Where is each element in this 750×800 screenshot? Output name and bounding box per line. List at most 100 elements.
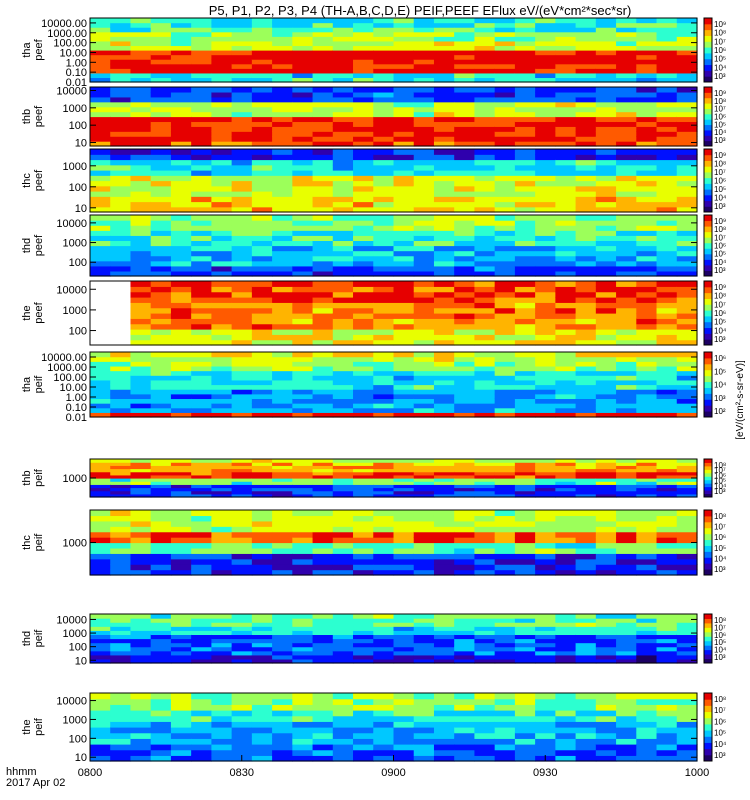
heatmap-cell [332,569,354,576]
heatmap-cell [110,379,132,386]
heatmap-cell [535,658,556,664]
heatmap-cell [636,141,658,147]
heatmap-cell [272,201,293,208]
colorbar-step [704,97,712,104]
heatmap-cell [150,487,172,492]
heatmap-cell [595,459,617,463]
heatmap-cell [110,352,132,358]
heatmap-cell [373,302,395,309]
heatmap-cell [150,180,172,187]
heatmap-cell [454,77,476,83]
heatmap-cell [413,468,435,473]
heatmap-cell [211,175,233,182]
heatmap-cell [292,170,314,176]
heatmap-cell [454,106,476,113]
heatmap-cell [575,260,597,267]
heatmap-cell [555,361,577,367]
heatmap-cell [191,286,212,293]
heatmap-cell [535,384,556,390]
colorbar-step [704,154,712,161]
heatmap-cell [454,490,476,495]
heatmap-cell [211,412,233,418]
colorbar-frame [703,214,713,277]
heatmap-cell [474,638,496,644]
heatmap-cell [676,329,698,335]
heatmap-cell [433,465,455,470]
heatmap-cell [90,407,111,413]
heatmap-cell [191,558,212,565]
heatmap-cell [494,235,516,242]
heatmap-cell [575,478,597,482]
heatmap-cell [272,721,293,728]
heatmap-cell [474,515,496,522]
heatmap-cell [656,407,678,413]
heatmap-cell [191,481,212,485]
heatmap-cell [454,149,476,155]
heatmap-cell [413,131,435,137]
heatmap-cell [393,31,415,37]
heatmap-cell [555,329,577,335]
heatmap-cell [393,260,415,267]
heatmap-cell [272,164,293,171]
heatmap-cell [514,175,536,182]
colorbar-tick-label: 10⁶ [714,471,726,480]
heatmap-cell [272,403,293,409]
heatmap-cell [656,291,678,298]
heatmap-cell [231,201,253,208]
heatmap-cell [170,558,192,565]
heatmap-cell [231,250,253,257]
heatmap-cell [90,159,111,166]
heatmap-cell [272,510,293,517]
colorbar-frame [703,86,713,147]
heatmap-cell [474,537,496,544]
heatmap-cell [170,412,192,418]
heatmap-cell [130,403,152,409]
heatmap-cell [373,339,395,346]
heatmap-cell [110,646,132,652]
heatmap-cell [150,698,172,705]
heatmap-cell [514,36,536,42]
heatmap-cell [656,334,678,341]
heatmap-cell [454,36,476,42]
heatmap-cell [251,101,273,108]
heatmap-cell [535,18,556,24]
heatmap-cell [373,63,395,69]
heatmap-cell [454,255,476,262]
heatmap-cell [353,77,374,83]
heatmap-cell [130,240,152,247]
heatmap-cell [292,744,314,751]
heatmap-cell [110,106,132,113]
heatmap-cell [595,121,617,127]
heatmap-cell [555,191,577,197]
heatmap-cell [110,618,132,623]
heatmap-cell [90,63,111,69]
heatmap-cell [595,520,617,527]
heatmap-cell [514,393,536,400]
heatmap-cell [110,215,132,221]
heatmap-cell [555,721,577,728]
heatmap-cell [413,370,435,376]
heatmap-cell [393,352,415,358]
heatmap-cell [332,465,354,470]
panel-probe-label: tha [21,376,33,392]
heatmap-cell [231,121,253,127]
heatmap-cell [170,693,192,700]
heatmap-cell [595,220,617,226]
heatmap-cell [454,744,476,751]
heatmap-cell [231,721,253,728]
heatmap-cell [514,111,536,118]
heatmap-cell [231,255,253,262]
heatmap-cell [170,154,192,161]
heatmap-cell [413,36,435,42]
heatmap-cell [90,318,111,325]
heatmap-cell [535,520,556,527]
heatmap-cell [514,749,536,756]
heatmap-cell [454,164,476,171]
heatmap-cell [211,334,233,341]
heatmap-cell [474,27,496,33]
heatmap-cell [211,646,233,652]
heatmap-cell [150,36,172,42]
heatmap-cell [90,36,111,42]
colorbar-tick-label: 10⁸ [714,97,726,106]
heatmap-cell [433,634,455,640]
